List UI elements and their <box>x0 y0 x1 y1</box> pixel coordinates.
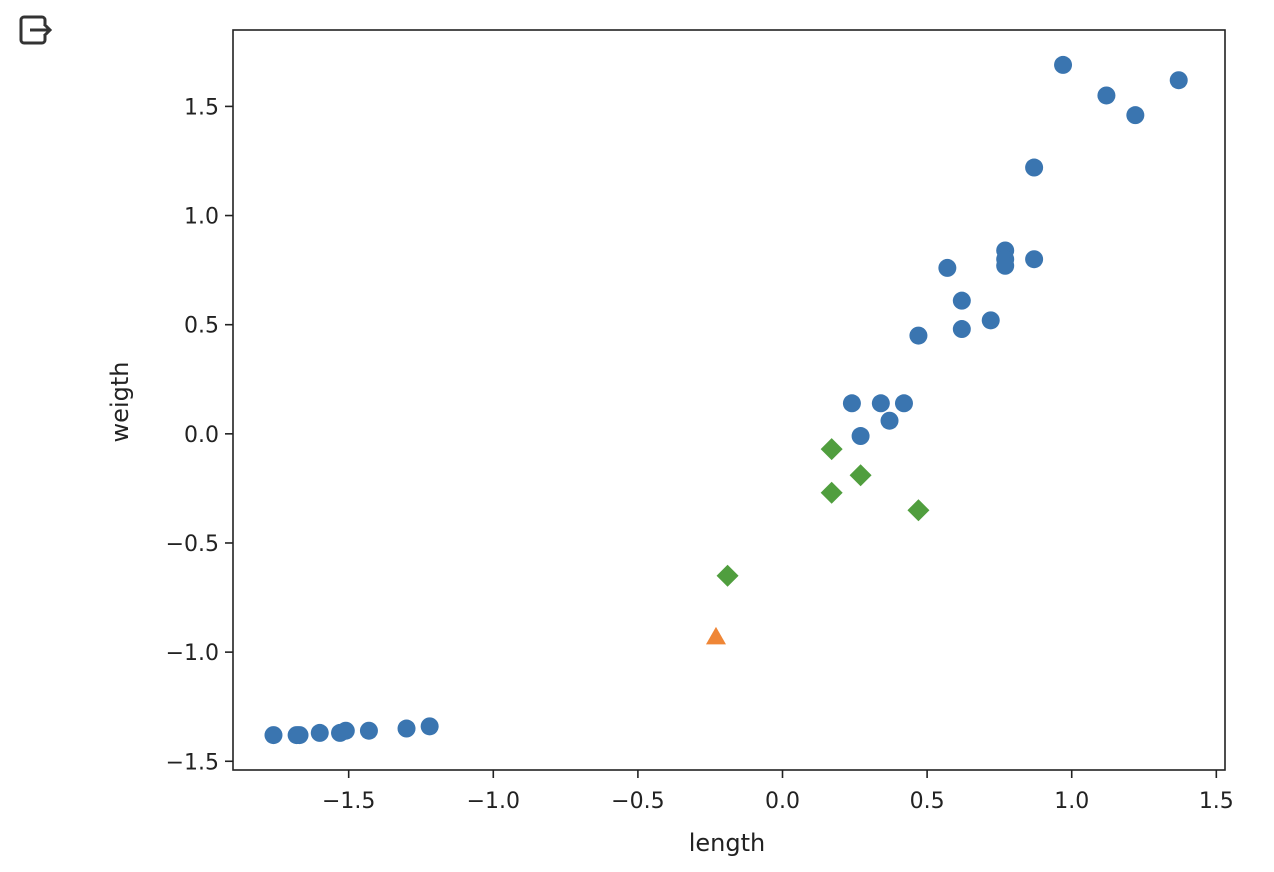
data-point-circle <box>894 394 913 413</box>
data-point-circle <box>397 719 416 738</box>
data-point-circle <box>336 721 355 740</box>
data-point-diamond <box>820 438 843 461</box>
data-point-circle <box>842 394 861 413</box>
data-point-circle <box>310 723 329 742</box>
data-point-circle <box>1169 71 1188 90</box>
y-tick-label: 1.5 <box>184 95 219 120</box>
data-point-circle <box>359 721 378 740</box>
x-tick-label: 0.5 <box>910 789 945 814</box>
y-tick-label: 0.0 <box>184 423 219 448</box>
x-tick-label: 0.0 <box>765 789 800 814</box>
data-point-circle <box>851 427 870 446</box>
data-point-diamond <box>849 464 872 487</box>
x-tick-label: 1.0 <box>1054 789 1089 814</box>
plot-area-frame <box>232 29 1226 771</box>
data-point-circle <box>1097 86 1116 105</box>
x-axis-ticks: −1.5 −1.0 −0.5 0.0 0.5 1.0 1.5 <box>322 770 1234 814</box>
data-point-circle <box>996 256 1015 275</box>
data-point-circle <box>952 291 971 310</box>
data-point-circle <box>909 326 928 345</box>
data-point-circle <box>264 726 283 745</box>
y-tick-label: −1.0 <box>166 641 219 666</box>
output-export-icon[interactable] <box>16 10 56 50</box>
x-tick-label: 1.5 <box>1199 789 1234 814</box>
data-point-diamond <box>820 481 843 504</box>
y-tick-label: 0.5 <box>184 314 219 339</box>
data-point-triangle <box>705 626 726 645</box>
data-point-circle <box>981 311 1000 330</box>
y-tick-label: −1.5 <box>166 750 219 775</box>
y-axis-title: weigth <box>106 362 134 443</box>
x-tick-label: −1.0 <box>467 789 520 814</box>
x-tick-label: −1.5 <box>322 789 375 814</box>
data-point-circle <box>1054 55 1073 74</box>
data-point-circle <box>880 411 899 430</box>
data-point-circle <box>290 726 309 745</box>
data-point-circle <box>1025 250 1044 269</box>
data-point-circle <box>420 717 439 736</box>
data-point-circle <box>1025 158 1044 177</box>
data-markers <box>264 55 1188 745</box>
y-tick-label: −0.5 <box>166 532 219 557</box>
data-point-circle <box>1126 106 1145 125</box>
data-point-diamond <box>716 564 739 587</box>
data-point-circle <box>938 258 957 277</box>
data-point-circle <box>871 394 890 413</box>
x-tick-label: −0.5 <box>611 789 664 814</box>
y-tick-label: 1.0 <box>184 205 219 230</box>
x-axis-title: length <box>689 829 766 857</box>
data-point-diamond <box>907 499 930 522</box>
y-axis-ticks: −1.5 −1.0 −0.5 0.0 0.5 1.0 1.5 <box>166 95 233 775</box>
data-point-circle <box>952 320 971 339</box>
